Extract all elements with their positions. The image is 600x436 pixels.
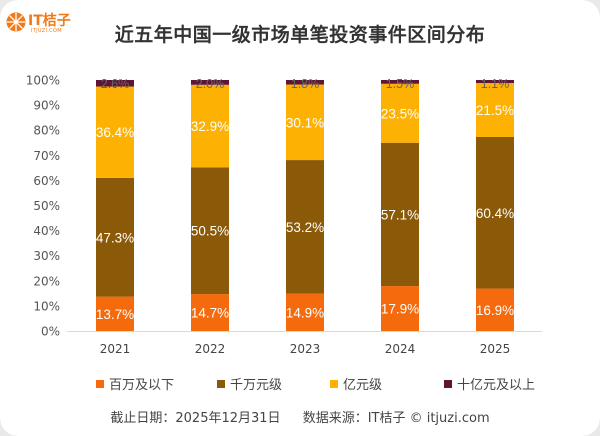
data-label: 32.9% [191,119,229,134]
legend-item: 十亿元及以上 [444,374,535,393]
bar-segment [96,80,134,87]
logo-text: IT桔子 [28,13,71,29]
legend-item: 千万元级 [217,374,282,393]
data-label: 13.7% [96,307,134,322]
cutoff-date: 截止日期：2025年12月31日 [110,411,281,426]
bar-segment [381,286,419,331]
legend-swatch [330,379,338,388]
data-label: 47.3% [96,230,134,245]
y-tick-label: 70% [33,149,60,163]
bar-segment [191,294,229,331]
y-tick-label: 20% [33,274,60,288]
bar-segment [476,136,514,289]
data-label: 21.5% [476,103,514,118]
x-tick-label: 2023 [290,342,321,356]
data-label: 1.1% [481,77,510,91]
x-tick-label: 2022 [195,342,226,356]
data-label: 36.4% [96,125,134,140]
data-label: 17.9% [381,302,419,317]
y-tick-label: 30% [33,249,60,263]
orange-slice-icon [6,12,26,32]
data-label: 2.0% [196,77,225,91]
x-tick-label: 2025 [480,342,511,356]
legend-item: 百万及以下 [96,374,174,393]
y-tick-label: 0% [41,325,60,339]
legend-swatch [217,379,225,388]
logo: IT桔子 ITJUZI.COM [6,10,71,36]
data-label: 14.9% [286,305,324,320]
data-label: 60.4% [476,206,514,221]
y-tick-label: 10% [33,299,60,313]
y-tick-label: 60% [33,174,60,188]
bar-segment [286,80,324,85]
bar-segment [191,84,229,168]
data-label: 57.1% [381,207,419,222]
data-label: 1.5% [386,77,415,91]
data-label: 53.2% [286,220,324,235]
bar-segment [96,296,134,331]
bar-segment [191,80,229,85]
bar-segment [381,142,419,287]
data-label: 50.5% [191,224,229,239]
bar-segment [286,84,324,161]
data-label: 30.1% [286,115,324,130]
data-label: 1.8% [291,77,320,91]
bar-segment [191,167,229,295]
legend-label: 十亿元及以上 [457,378,536,393]
bar-segment [476,83,514,137]
bar-segment [96,86,134,178]
legend-swatch [96,379,104,388]
footer: 截止日期：2025年12月31日 数据来源：IT桔子 © itjuzi.com [0,407,600,426]
legend-item: 亿元级 [330,374,382,393]
chart-title: 近五年中国一级市场单笔投资事件区间分布 [114,24,486,46]
y-tick-label: 40% [33,224,60,238]
y-tick-label: 50% [33,199,60,213]
data-label: 2.6% [101,77,130,91]
bar-segment [476,80,514,84]
legend-swatch [444,379,452,388]
y-tick-label: 80% [33,124,60,138]
data-label: 14.7% [191,306,229,321]
legend-label: 亿元级 [343,378,383,393]
y-tick-label: 100% [26,74,60,88]
x-tick-label: 2021 [100,342,131,356]
legend-label: 百万及以下 [109,378,175,393]
logo-subtext: ITJUZI.COM [31,28,62,34]
legend-label: 千万元级 [230,378,283,393]
data-label: 23.5% [381,106,419,121]
legend: 百万及以下 千万元级 亿元级 十亿元及以上 [96,374,536,393]
x-tick-label: 2024 [385,342,416,356]
bar-segment [96,177,134,297]
bar-segment [381,80,419,84]
bar-segment [286,293,324,331]
bar-segment [286,160,324,294]
data-label: 16.9% [476,303,514,318]
data-source: 数据来源：IT桔子 © itjuzi.com [302,411,490,426]
bar-segment [476,288,514,331]
bar-segment [381,83,419,143]
y-tick-label: 90% [33,99,60,113]
